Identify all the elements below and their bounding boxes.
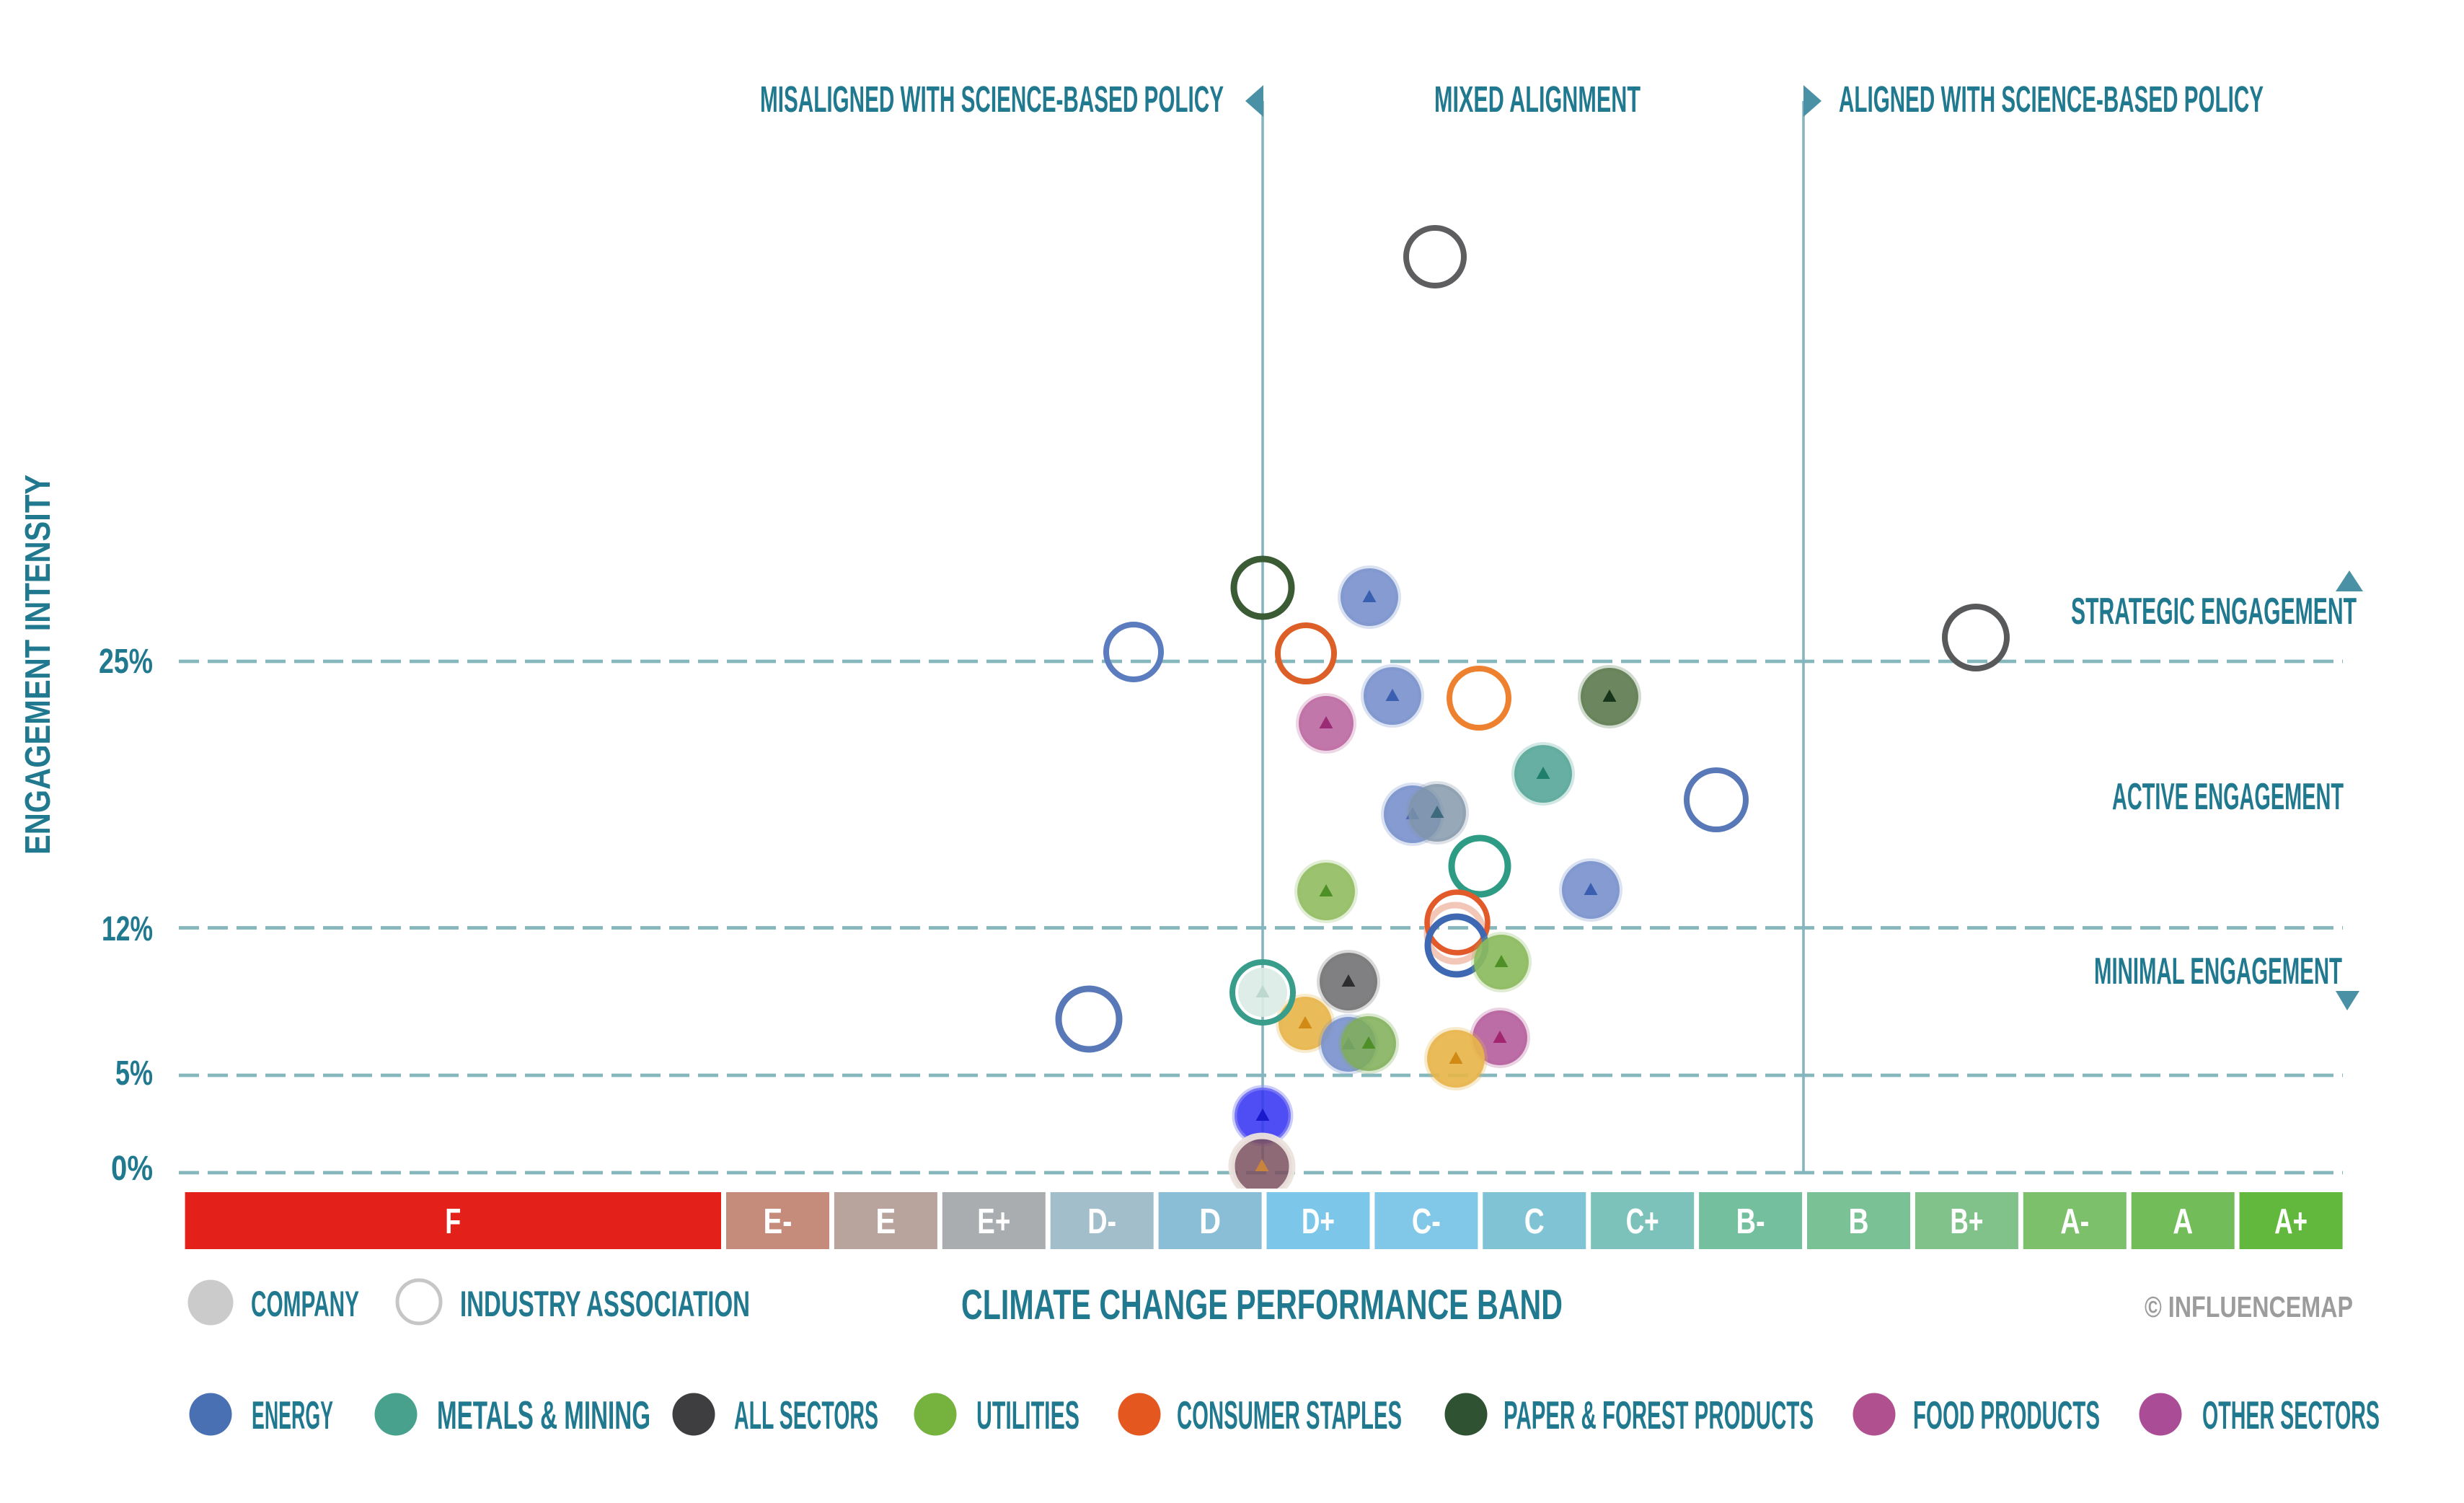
svg-text:UTILITIES: UTILITIES [976, 1393, 1079, 1437]
svg-text:PAPER & FOREST PRODUCTS: PAPER & FOREST PRODUCTS [1503, 1393, 1814, 1437]
svg-text:5%: 5% [115, 1054, 153, 1093]
svg-text:D: D [1199, 1202, 1221, 1241]
svg-text:B: B [1849, 1202, 1869, 1241]
svg-text:CONSUMER STAPLES: CONSUMER STAPLES [1177, 1393, 1402, 1437]
svg-text:ACTIVE ENGAGEMENT: ACTIVE ENGAGEMENT [2112, 776, 2344, 818]
svg-text:MINIMAL ENGAGEMENT: MINIMAL ENGAGEMENT [2094, 951, 2342, 992]
svg-text:ALL SECTORS: ALL SECTORS [734, 1393, 878, 1437]
svg-text:STRATEGIC ENGAGEMENT: STRATEGIC ENGAGEMENT [2071, 591, 2357, 633]
svg-text:F: F [445, 1202, 461, 1241]
svg-text:A+: A+ [2274, 1202, 2308, 1241]
svg-text:12%: 12% [102, 910, 153, 948]
svg-text:MISALIGNED WITH SCIENCE-BASED: MISALIGNED WITH SCIENCE-BASED POLICY [760, 79, 1224, 120]
svg-text:E: E [875, 1202, 896, 1241]
svg-text:B-: B- [1736, 1202, 1765, 1241]
svg-text:FOOD PRODUCTS: FOOD PRODUCTS [1913, 1393, 2100, 1437]
svg-text:ALIGNED WITH SCIENCE-BASED POL: ALIGNED WITH SCIENCE-BASED POLICY [1839, 79, 2264, 120]
svg-text:B+: B+ [1950, 1202, 1983, 1241]
svg-text:METALS & MINING: METALS & MINING [437, 1393, 650, 1437]
svg-text:D+: D+ [1302, 1202, 1335, 1241]
svg-text:E+: E+ [977, 1202, 1010, 1241]
svg-text:INDUSTRY ASSOCIATION: INDUSTRY ASSOCIATION [460, 1284, 750, 1324]
svg-text:A-: A- [2060, 1202, 2089, 1241]
svg-text:0%: 0% [111, 1150, 153, 1188]
svg-text:MIXED ALIGNMENT: MIXED ALIGNMENT [1434, 79, 1641, 120]
svg-text:CLIMATE CHANGE PERFORMANCE BAN: CLIMATE CHANGE PERFORMANCE BAND [961, 1282, 1563, 1328]
svg-text:E-: E- [764, 1202, 792, 1241]
svg-text:ENERGY: ENERGY [252, 1393, 333, 1437]
svg-text:D-: D- [1087, 1202, 1116, 1241]
svg-text:A: A [2173, 1202, 2193, 1241]
svg-text:OTHER SECTORS: OTHER SECTORS [2202, 1393, 2380, 1437]
svg-text:C: C [1524, 1202, 1545, 1241]
svg-text:COMPANY: COMPANY [251, 1284, 359, 1324]
svg-text:25%: 25% [99, 643, 153, 681]
svg-text:© INFLUENCEMAP: © INFLUENCEMAP [2145, 1290, 2353, 1323]
svg-text:C-: C- [1412, 1202, 1441, 1241]
svg-text:ENGAGEMENT INTENSITY: ENGAGEMENT INTENSITY [19, 475, 58, 855]
svg-text:C+: C+ [1626, 1202, 1659, 1241]
